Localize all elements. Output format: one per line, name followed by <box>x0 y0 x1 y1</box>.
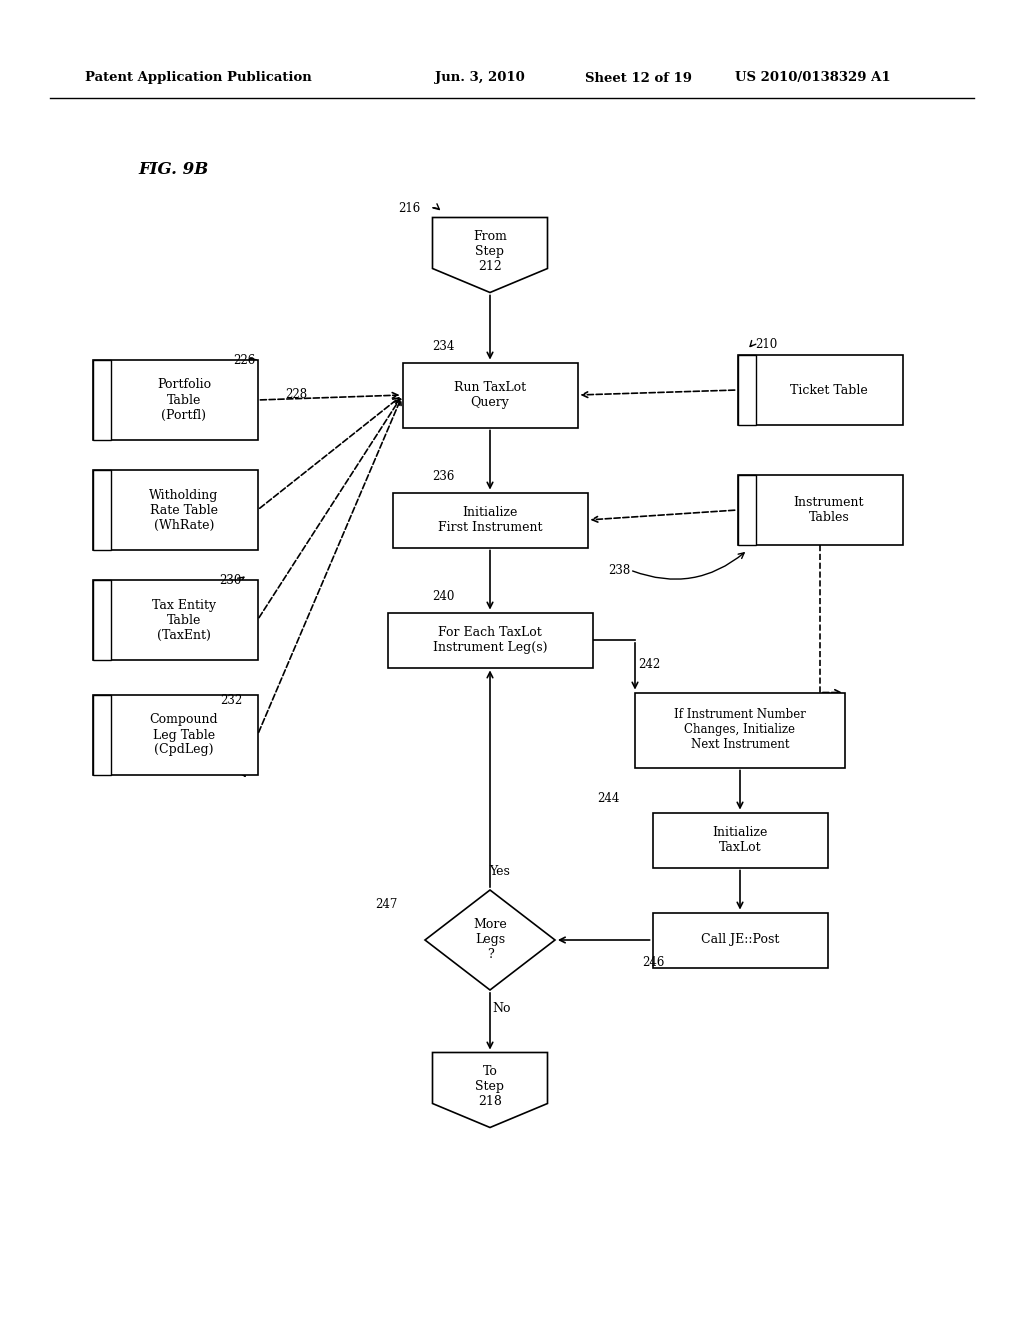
Text: Instrument
Tables: Instrument Tables <box>794 496 864 524</box>
Text: US 2010/0138329 A1: US 2010/0138329 A1 <box>735 71 891 84</box>
Text: Initialize
First Instrument: Initialize First Instrument <box>437 506 543 535</box>
Text: 247: 247 <box>376 899 398 912</box>
Text: To
Step
218: To Step 218 <box>475 1065 505 1107</box>
Text: Witholding
Rate Table
(WhRate): Witholding Rate Table (WhRate) <box>150 488 219 532</box>
Text: 240: 240 <box>432 590 455 603</box>
Text: Yes: Yes <box>489 865 510 878</box>
FancyBboxPatch shape <box>737 475 902 545</box>
FancyBboxPatch shape <box>402 363 578 428</box>
FancyBboxPatch shape <box>635 693 845 767</box>
FancyBboxPatch shape <box>92 579 111 660</box>
Text: Tax Entity
Table
(TaxEnt): Tax Entity Table (TaxEnt) <box>152 598 216 642</box>
Text: Jun. 3, 2010: Jun. 3, 2010 <box>435 71 524 84</box>
FancyBboxPatch shape <box>92 696 257 775</box>
Text: Patent Application Publication: Patent Application Publication <box>85 71 311 84</box>
Text: 210: 210 <box>755 338 777 351</box>
Text: FIG. 9B: FIG. 9B <box>138 161 208 178</box>
Text: 234: 234 <box>432 341 455 354</box>
Text: Initialize
TaxLot: Initialize TaxLot <box>713 826 768 854</box>
FancyBboxPatch shape <box>92 360 111 440</box>
Text: Compound
Leg Table
(CpdLeg): Compound Leg Table (CpdLeg) <box>150 714 218 756</box>
Polygon shape <box>432 1052 548 1127</box>
FancyBboxPatch shape <box>92 470 111 550</box>
Text: 244: 244 <box>598 792 620 804</box>
Text: 246: 246 <box>643 957 665 969</box>
FancyBboxPatch shape <box>387 612 593 668</box>
Text: Call JE::Post: Call JE::Post <box>700 933 779 946</box>
Text: No: No <box>493 1002 511 1015</box>
FancyBboxPatch shape <box>92 360 257 440</box>
Text: 226: 226 <box>232 354 255 367</box>
Text: 242: 242 <box>638 659 660 672</box>
Text: Ticket Table: Ticket Table <box>791 384 868 396</box>
FancyBboxPatch shape <box>92 470 257 550</box>
Text: 228: 228 <box>285 388 307 401</box>
FancyBboxPatch shape <box>92 579 257 660</box>
Text: Run TaxLot
Query: Run TaxLot Query <box>454 381 526 409</box>
Polygon shape <box>425 890 555 990</box>
Text: 230: 230 <box>219 573 242 586</box>
Text: For Each TaxLot
Instrument Leg(s): For Each TaxLot Instrument Leg(s) <box>433 626 547 653</box>
Text: If Instrument Number
Changes, Initialize
Next Instrument: If Instrument Number Changes, Initialize… <box>674 709 806 751</box>
Text: 216: 216 <box>397 202 420 214</box>
Text: 236: 236 <box>432 470 455 483</box>
FancyBboxPatch shape <box>392 492 588 548</box>
Text: 232: 232 <box>220 693 242 706</box>
FancyBboxPatch shape <box>737 355 756 425</box>
Text: Portfolio
Table
(Portfl): Portfolio Table (Portfl) <box>157 379 211 421</box>
Text: 238: 238 <box>608 564 630 577</box>
Text: Sheet 12 of 19: Sheet 12 of 19 <box>585 71 692 84</box>
FancyBboxPatch shape <box>652 813 827 867</box>
Text: From
Step
212: From Step 212 <box>473 230 507 273</box>
Text: More
Legs
?: More Legs ? <box>473 919 507 961</box>
FancyBboxPatch shape <box>652 912 827 968</box>
FancyBboxPatch shape <box>737 355 902 425</box>
FancyBboxPatch shape <box>92 696 111 775</box>
Polygon shape <box>432 218 548 293</box>
FancyBboxPatch shape <box>737 475 756 545</box>
